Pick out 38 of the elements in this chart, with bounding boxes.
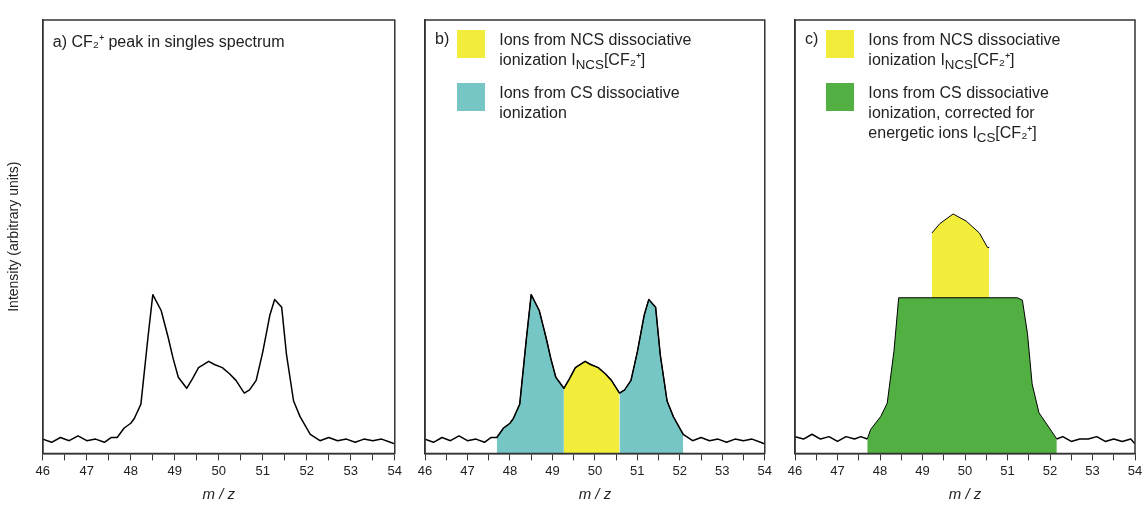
- legend-label: Ions from CS dissociative ionization: [499, 83, 681, 124]
- x-tick-label: 46: [35, 462, 51, 478]
- x-tick-label: 46: [787, 462, 803, 478]
- x-tick-label: 53: [715, 462, 730, 478]
- x-tick-label: 49: [167, 462, 183, 478]
- x-tick-label: 48: [872, 462, 888, 478]
- x-tick-label: 53: [343, 462, 359, 478]
- x-tick-label: 46: [417, 462, 433, 478]
- x-tick-label: 51: [1000, 462, 1015, 478]
- x-tick-label: 52: [1042, 462, 1058, 478]
- x-axis-title: m / z: [202, 485, 236, 503]
- chart-title: c): [805, 30, 819, 48]
- x-axis-title: m / z: [948, 485, 982, 503]
- x-tick-label: 47: [460, 462, 475, 478]
- x-tick-label: 53: [1085, 462, 1100, 478]
- x-tick-label: 54: [1127, 462, 1143, 478]
- x-tick-label: 52: [672, 462, 688, 478]
- x-tick-label: 50: [587, 462, 603, 478]
- legend-label: Ions from NCS dissociative ionization I$_{NCS}$[CF₂⁺]: [868, 30, 1062, 75]
- x-tick-label: 50: [211, 462, 227, 478]
- x-tick-label: 49: [915, 462, 930, 478]
- legend-label: Ions from NCS dissociative ionization I$_{NCS}$[CF₂⁺]: [499, 30, 693, 75]
- x-tick-label: 54: [757, 462, 772, 478]
- legend-label: Ions from CS dissociative ionization, corrected for energetic ions I$_{CS}$[CF₂⁺]: [868, 83, 1050, 148]
- x-tick-label: 54: [387, 462, 402, 478]
- y-axis-title: Intensity (arbitrary units): [5, 161, 22, 312]
- chart-title: b): [435, 30, 450, 48]
- x-tick-label: 48: [123, 462, 139, 478]
- x-tick-label: 52: [299, 462, 315, 478]
- x-axis-title: m / z: [578, 485, 612, 503]
- chart-title: a) CF₂⁺ peak in singles spectrum: [52, 32, 285, 52]
- x-tick-label: 49: [545, 462, 560, 478]
- x-tick-label: 48: [502, 462, 518, 478]
- x-tick-label: 51: [630, 462, 645, 478]
- x-tick-label: 47: [830, 462, 845, 478]
- x-tick-label: 47: [79, 462, 95, 478]
- x-tick-label: 50: [957, 462, 973, 478]
- x-tick-label: 51: [255, 462, 271, 478]
